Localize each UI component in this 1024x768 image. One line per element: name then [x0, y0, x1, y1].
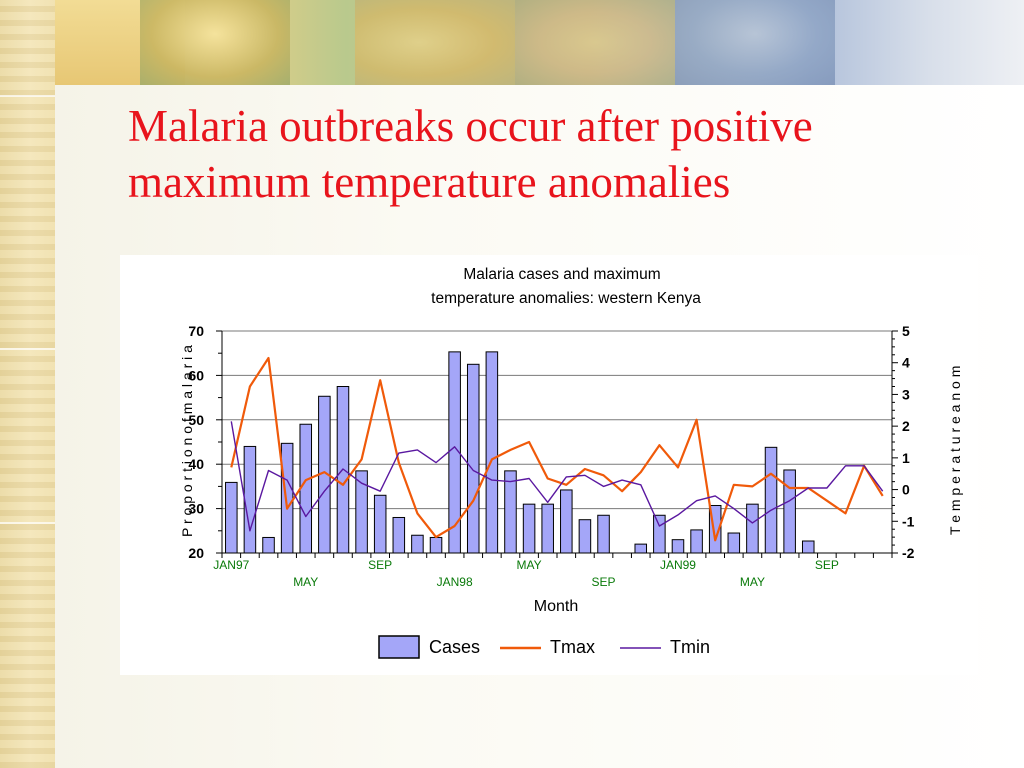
chart-title-line2: temperature anomalies: western Kenya	[431, 290, 701, 307]
cases-bar	[522, 503, 536, 554]
cases-bar	[411, 534, 424, 554]
y-axis-right-label: T e m p e r a t u r e a n o m	[947, 366, 963, 535]
y-left-tick-label: 50	[188, 412, 204, 428]
x-month-label: JAN98	[437, 575, 473, 589]
cases-bar	[783, 469, 796, 554]
decorative-header-banner	[55, 0, 1024, 85]
cases-bar	[653, 514, 666, 554]
legend-tmax-label: Tmax	[550, 637, 595, 657]
cases-bar	[634, 543, 648, 554]
temperature-lines	[230, 356, 884, 542]
y-right-tick-label: -1	[902, 513, 915, 529]
legend-cases-swatch	[378, 635, 420, 659]
cases-bar	[578, 519, 592, 554]
x-month-label: SEP	[815, 558, 839, 572]
x-month-label: MAY	[293, 575, 318, 589]
legend-tmin-label: Tmin	[670, 637, 710, 657]
cases-bar	[280, 442, 294, 554]
x-month-label: JAN99	[660, 558, 696, 572]
x-month-label: MAY	[740, 575, 765, 589]
cases-bar	[299, 423, 313, 554]
y-axis-left-label: P r o p o r t i o n o f m a l a r i a	[179, 345, 195, 537]
chart-panel: 20 30 40 50 60 70 -2 -1 0 1 2 3 4 5 JAN97 SEP MAY JAN99 SE…	[120, 255, 978, 675]
slide-title: Malaria outbreaks occur after positive m…	[128, 101, 813, 207]
cases-bar	[392, 516, 406, 554]
y-left-tick-label: 60	[188, 367, 204, 383]
cases-bar	[225, 481, 238, 554]
decorative-left-strip	[0, 0, 55, 768]
y-right-tick-label: -2	[902, 545, 915, 561]
axes: 20 30 40 50 60 70 -2 -1 0 1 2 3 4 5 JAN97 SEP MAY JAN99 SE…	[188, 323, 914, 589]
cases-bar	[560, 489, 573, 554]
y-left-tick-label: 30	[188, 501, 204, 517]
legend-cases-label: Cases	[429, 637, 480, 657]
cases-bar	[746, 503, 759, 554]
cases-bar	[243, 445, 257, 554]
cases-bar	[262, 536, 275, 554]
y-right-tick-label: 1	[902, 450, 910, 466]
y-right-tick-label: 2	[902, 418, 910, 434]
chart-title-line1: Malaria cases and maximum	[463, 266, 660, 283]
cases-bar	[504, 470, 517, 554]
y-right-tick-label: 3	[902, 386, 910, 402]
cases-bar	[764, 446, 778, 554]
cases-bar	[373, 494, 387, 554]
x-axis-label: Month	[534, 598, 578, 615]
x-month-label: JAN97	[213, 558, 249, 572]
x-month-label: SEP	[368, 558, 392, 572]
cases-bar	[541, 503, 554, 554]
cases-bar	[727, 532, 741, 554]
cases-bar	[690, 529, 703, 554]
y-right-tick-label: 0	[902, 482, 910, 498]
chart: 20 30 40 50 60 70 -2 -1 0 1 2 3 4 5 JAN97 SEP MAY JAN99 SE…	[179, 266, 963, 659]
legend: Cases Tmax Tmin	[378, 635, 710, 659]
y-left-tick-label: 20	[188, 545, 204, 561]
cases-bar	[466, 363, 480, 554]
cases-bars	[225, 351, 815, 554]
y-left-tick-label: 40	[188, 456, 204, 472]
cases-bar	[801, 540, 815, 554]
cases-bar	[597, 514, 610, 554]
y-right-tick-label: 4	[902, 355, 910, 371]
y-left-tick-label: 70	[188, 323, 204, 339]
tmin-line	[230, 421, 884, 532]
y-right-tick-label: 5	[902, 323, 910, 339]
tmax-line	[230, 356, 884, 542]
cases-bar	[429, 536, 443, 554]
x-month-label: SEP	[592, 575, 616, 589]
x-month-label: MAY	[517, 558, 542, 572]
cases-bar	[671, 539, 685, 554]
cases-bar	[485, 351, 499, 554]
